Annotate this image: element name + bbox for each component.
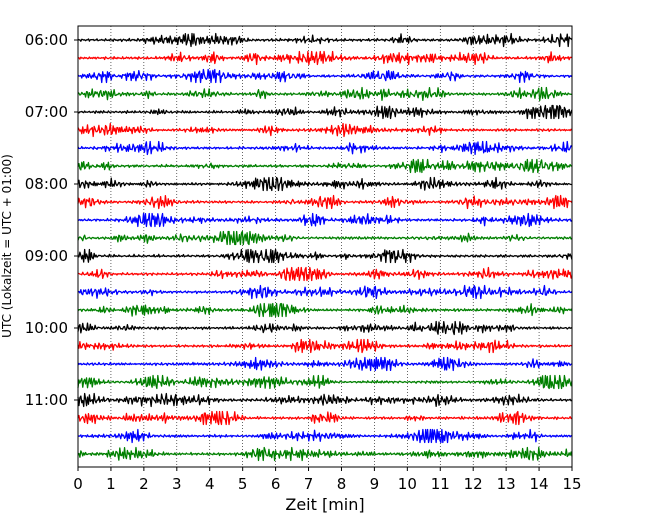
seismic-trace bbox=[77, 104, 573, 120]
seismic-trace bbox=[77, 230, 573, 246]
x-tick-label: 9 bbox=[370, 475, 380, 493]
x-tick-label: 1 bbox=[106, 475, 116, 493]
x-tick-label: 12 bbox=[464, 475, 483, 493]
x-tick-label: 2 bbox=[139, 475, 149, 493]
seismic-trace bbox=[77, 410, 573, 426]
x-tick-label: 8 bbox=[337, 475, 347, 493]
y-tick-label: 09:00 bbox=[25, 247, 68, 265]
seismic-trace bbox=[77, 194, 573, 210]
x-axis-ticks: 0 1 2 3 4 5 6 7 8 9 10 11 12 13 14 15 bbox=[73, 467, 582, 493]
seismic-trace bbox=[77, 266, 573, 282]
seismic-trace bbox=[77, 338, 573, 354]
seismic-trace bbox=[77, 374, 573, 390]
seismic-trace bbox=[77, 284, 573, 300]
seismic-trace bbox=[77, 32, 573, 48]
y-tick-label: 07:00 bbox=[25, 103, 68, 121]
y-axis-ticks: 06:00 07:00 08:00 09:00 10:00 11:00 bbox=[25, 31, 78, 409]
x-tick-label: 10 bbox=[398, 475, 417, 493]
seismic-trace bbox=[77, 140, 573, 156]
seismic-trace bbox=[77, 86, 573, 102]
seismic-trace bbox=[77, 356, 573, 372]
x-tick-label: 15 bbox=[562, 475, 581, 493]
seismic-trace bbox=[77, 176, 573, 192]
x-tick-label: 0 bbox=[73, 475, 83, 493]
x-tick-label: 3 bbox=[172, 475, 182, 493]
x-tick-label: 7 bbox=[304, 475, 314, 493]
seismic-traces bbox=[77, 32, 573, 462]
seismic-trace bbox=[77, 212, 573, 228]
seismic-trace bbox=[77, 392, 573, 408]
x-tick-label: 4 bbox=[205, 475, 215, 493]
x-tick-label: 14 bbox=[530, 475, 549, 493]
y-tick-label: 08:00 bbox=[25, 175, 68, 193]
seismic-trace bbox=[77, 158, 573, 174]
y-tick-label: 06:00 bbox=[25, 31, 68, 49]
y-axis-label: UTC (Lokalzeit = UTC + 01:00) bbox=[0, 154, 14, 338]
seismic-trace bbox=[77, 50, 573, 66]
seismic-trace bbox=[77, 446, 573, 462]
seismic-trace bbox=[77, 428, 573, 444]
seismic-trace bbox=[77, 302, 573, 318]
seismic-trace bbox=[77, 320, 573, 336]
x-tick-label: 13 bbox=[497, 475, 516, 493]
x-axis-label: Zeit [min] bbox=[285, 495, 364, 514]
seismic-trace bbox=[77, 248, 573, 264]
x-tick-label: 5 bbox=[238, 475, 248, 493]
seismic-trace bbox=[77, 122, 573, 138]
x-tick-label: 11 bbox=[431, 475, 450, 493]
x-tick-label: 6 bbox=[271, 475, 281, 493]
y-tick-label: 11:00 bbox=[25, 391, 68, 409]
plot-frame bbox=[77, 25, 573, 468]
seismic-trace bbox=[77, 68, 573, 84]
y-tick-label: 10:00 bbox=[25, 319, 68, 337]
